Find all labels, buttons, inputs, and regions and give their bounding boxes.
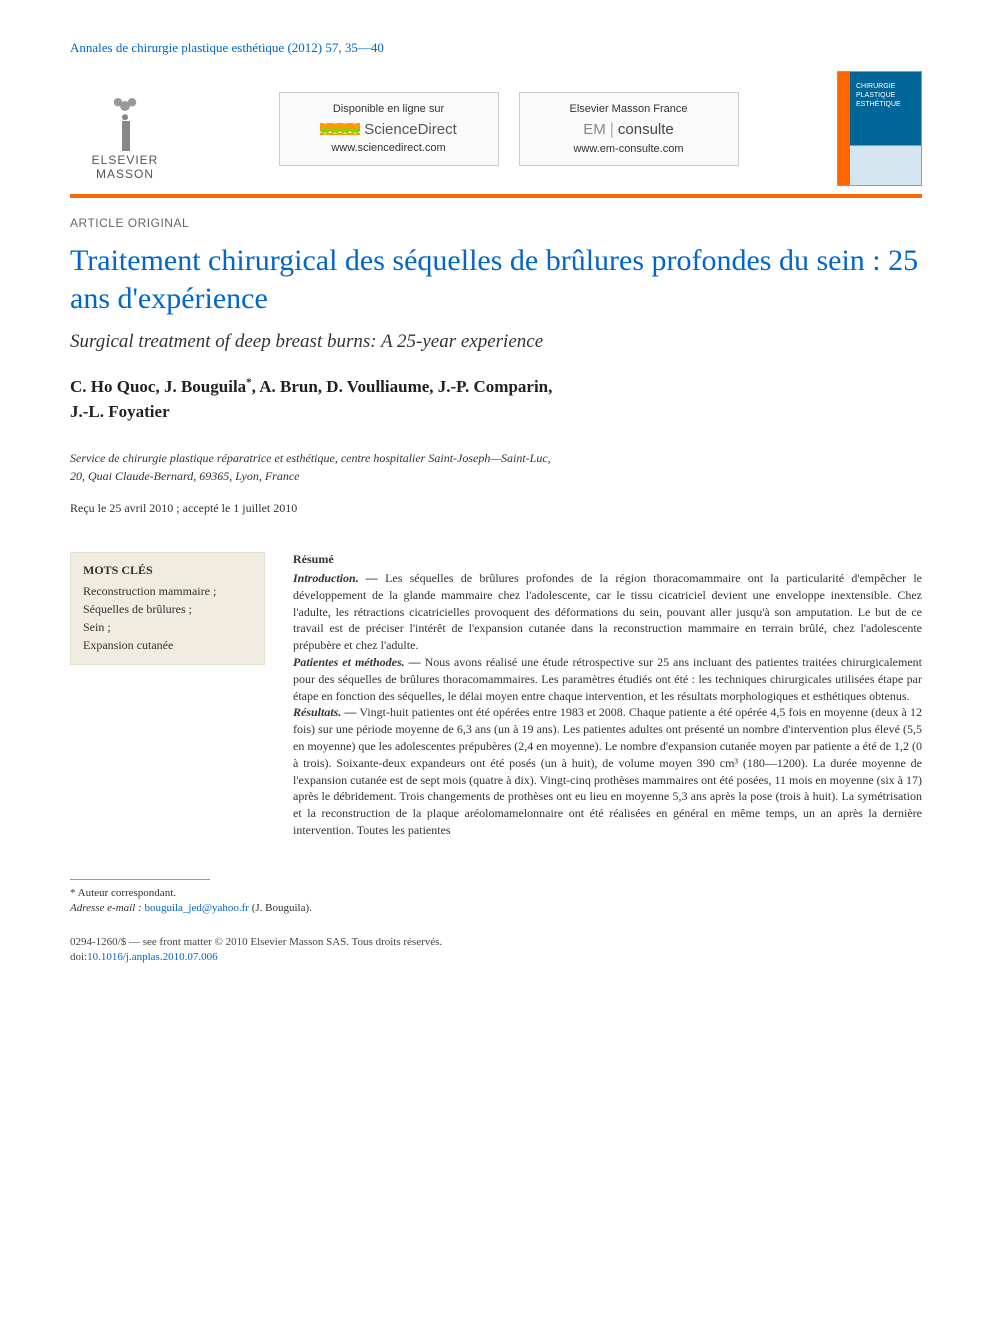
keywords-list: Reconstruction mammaire ; Séquelles de b… (83, 582, 252, 654)
keywords-box: MOTS CLÉS Reconstruction mammaire ; Séqu… (70, 552, 265, 665)
cover-word-1: CHIRURGIE (856, 82, 901, 91)
emconsulte-url: www.em-consulte.com (540, 143, 718, 155)
article-title-english: Surgical treatment of deep breast burns:… (70, 331, 922, 353)
authors-part-2: J.-L. Foyatier (70, 402, 170, 421)
sciencedirect-url: www.sciencedirect.com (300, 142, 478, 154)
journal-reference: Annales de chirurgie plastique esthétiqu… (70, 40, 922, 56)
article-dates: Reçu le 25 avril 2010 ; accepté le 1 jui… (70, 501, 922, 516)
authors-part-1b: , A. Brun, D. Voulliaume, J.-P. Comparin… (252, 377, 553, 396)
sciencedirect-dots-icon (320, 123, 360, 135)
cover-word-3: ESTHÉTIQUE (856, 100, 901, 109)
consulte-wordmark: consulte (618, 121, 674, 138)
em-wordmark: EM (583, 121, 606, 138)
orange-divider (70, 194, 922, 198)
abstract-heading: Résumé (293, 552, 922, 567)
cover-title-text: CHIRURGIE PLASTIQUE ESTHÉTIQUE (856, 82, 901, 109)
abstract-grid: MOTS CLÉS Reconstruction mammaire ; Séqu… (70, 552, 922, 839)
corresponding-label: * Auteur correspondant. (70, 886, 922, 901)
cover-word-2: PLASTIQUE (856, 91, 901, 100)
author-list: C. Ho Quoc, J. Bouguila*, A. Brun, D. Vo… (70, 375, 922, 424)
emconsulte-brand: EM | consulte (540, 121, 718, 139)
email-tail: (J. Bouguila). (249, 902, 312, 914)
publisher-elsevier: ELSEVIER (92, 153, 159, 167)
emconsulte-box[interactable]: Elsevier Masson France EM | consulte www… (519, 92, 739, 166)
abstract-column: Résumé Introduction. — Les séquelles de … (293, 552, 922, 839)
sciencedirect-box[interactable]: Disponible en ligne sur ScienceDirect ww… (279, 92, 499, 166)
online-link-boxes: Disponible en ligne sur ScienceDirect ww… (279, 92, 739, 166)
intro-label: Introduction. — (293, 571, 378, 585)
abstract-body: Introduction. — Les séquelles de brûlure… (293, 570, 922, 839)
article-type-label: ARTICLE ORIGINAL (70, 216, 922, 230)
sciencedirect-wordmark: ScienceDirect (364, 121, 457, 138)
sciencedirect-brand: ScienceDirect (300, 121, 478, 138)
email-label: Adresse e-mail : (70, 902, 142, 914)
doi-link[interactable]: 10.1016/j.anplas.2010.07.006 (87, 951, 217, 963)
corresponding-author-footnote: * Auteur correspondant. Adresse e-mail :… (70, 886, 922, 917)
authors-part-1: C. Ho Quoc, J. Bouguila (70, 377, 246, 396)
cover-orange-spine (838, 72, 850, 185)
keywords-heading: MOTS CLÉS (83, 563, 252, 578)
corresponding-email[interactable]: bouguila_jed@yahoo.fr (144, 902, 249, 914)
affiliation-line-2: 20, Quai Claude-Bernard, 69365, Lyon, Fr… (70, 469, 300, 483)
affiliation: Service de chirurgie plastique réparatri… (70, 450, 922, 485)
elsevier-masson-logo: ELSEVIER MASSON (70, 76, 180, 181)
results-label: Résultats. — (293, 705, 356, 719)
header-bar: ELSEVIER MASSON Disponible en ligne sur … (70, 71, 922, 186)
copyright-line: 0294-1260/$ — see front matter © 2010 El… (70, 935, 922, 950)
doi-label: doi: (70, 951, 87, 963)
methods-label: Patientes et méthodes. — (293, 655, 421, 669)
elsevier-tree-icon (90, 76, 160, 151)
intro-text: Les séquelles de brûlures profondes de l… (293, 571, 922, 652)
publisher-masson: MASSON (96, 167, 154, 181)
journal-cover-thumbnail: CHIRURGIE PLASTIQUE ESTHÉTIQUE (837, 71, 922, 186)
footnote-separator (70, 879, 210, 880)
sciencedirect-caption: Disponible en ligne sur (300, 103, 478, 115)
copyright-block: 0294-1260/$ — see front matter © 2010 El… (70, 935, 922, 966)
emconsulte-caption: Elsevier Masson France (540, 103, 718, 115)
affiliation-line-1: Service de chirurgie plastique réparatri… (70, 451, 551, 465)
article-title-french: Traitement chirurgical des séquelles de … (70, 242, 922, 317)
results-text: Vingt-huit patientes ont été opérées ent… (293, 705, 922, 837)
separator-bar: | (610, 121, 614, 139)
